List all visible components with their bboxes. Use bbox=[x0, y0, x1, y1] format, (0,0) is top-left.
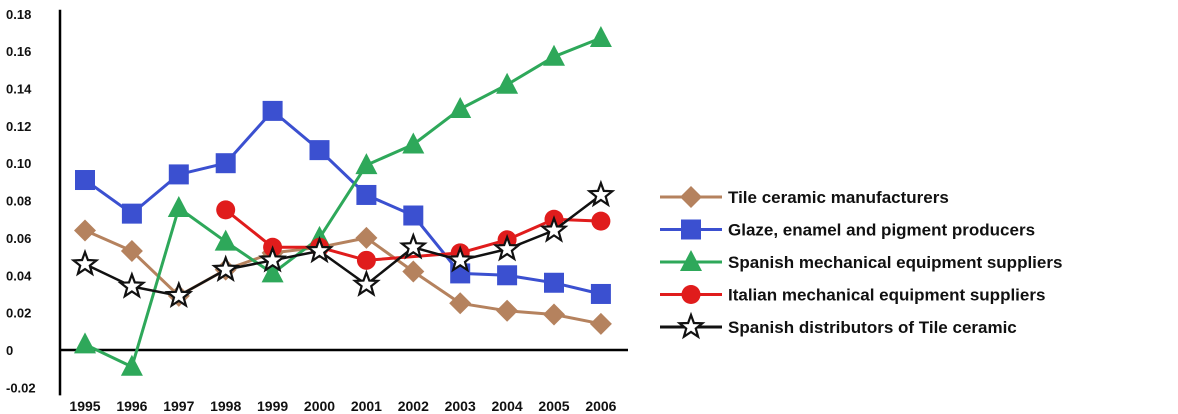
data-point bbox=[70, 248, 100, 277]
data-point bbox=[589, 312, 612, 335]
data-point bbox=[215, 153, 236, 174]
legend-item: Tile ceramic manufacturers bbox=[660, 186, 949, 208]
legend-label: Spanish distributors of Tile ceramic bbox=[728, 318, 1017, 337]
legend-label: Italian mechanical equipment suppliers bbox=[728, 286, 1045, 305]
data-point bbox=[403, 205, 424, 226]
data-point bbox=[216, 200, 236, 220]
data-point bbox=[309, 140, 330, 161]
x-tick-label: 1999 bbox=[257, 398, 288, 414]
x-tick-label: 2006 bbox=[585, 398, 616, 414]
data-point bbox=[167, 196, 190, 218]
data-point bbox=[355, 226, 378, 249]
data-point bbox=[120, 354, 143, 376]
data-point bbox=[402, 132, 425, 154]
y-tick-label: 0.10 bbox=[6, 156, 31, 171]
series-square bbox=[75, 100, 611, 304]
data-point bbox=[258, 245, 287, 273]
legend-marker bbox=[676, 311, 706, 340]
data-point bbox=[492, 233, 522, 262]
data-point bbox=[74, 332, 96, 354]
data-point bbox=[445, 245, 475, 273]
data-point bbox=[120, 239, 143, 262]
series-layer bbox=[70, 26, 616, 376]
y-tick-label: 0.02 bbox=[6, 306, 31, 321]
data-point bbox=[590, 283, 611, 304]
data-point bbox=[214, 229, 237, 251]
y-tick-label: 0.18 bbox=[6, 7, 31, 22]
data-point bbox=[355, 153, 378, 175]
legend: Tile ceramic manufacturers Glaze, enamel … bbox=[660, 186, 1062, 340]
axes: -0.02 0 0.02 0.04 0.06 0.08 0.10 0.12 0.14 0.16 0.… bbox=[6, 7, 628, 414]
legend-label: Spanish mechanical equipment suppliers bbox=[728, 253, 1062, 272]
x-tick-label: 2002 bbox=[398, 398, 429, 414]
data-point bbox=[589, 26, 612, 48]
x-tick-label: 1996 bbox=[116, 398, 147, 414]
data-point bbox=[449, 97, 472, 119]
y-tick-label: 0.04 bbox=[6, 268, 32, 283]
y-tick-label: 0 bbox=[6, 343, 13, 358]
series-triangle bbox=[74, 26, 612, 376]
data-point bbox=[544, 272, 564, 293]
legend-marker bbox=[681, 219, 701, 240]
legend-label: Tile ceramic manufacturers bbox=[728, 188, 949, 207]
legend-item: Italian mechanical equipment suppliers bbox=[660, 285, 1045, 305]
series-diamond bbox=[74, 219, 612, 335]
x-tick-label: 1998 bbox=[210, 398, 241, 414]
data-point bbox=[543, 303, 565, 326]
data-point bbox=[398, 232, 428, 260]
data-point bbox=[74, 219, 96, 242]
y-tick-label: -0.02 bbox=[6, 380, 36, 395]
data-point bbox=[356, 250, 376, 270]
series-star bbox=[70, 179, 616, 309]
x-tick-label: 1995 bbox=[69, 398, 100, 414]
data-point bbox=[168, 164, 189, 185]
legend-item: Spanish mechanical equipment suppliers bbox=[660, 250, 1062, 272]
data-point bbox=[261, 261, 284, 283]
data-point bbox=[211, 254, 241, 282]
data-point bbox=[352, 269, 381, 297]
y-tick-label: 0.06 bbox=[6, 231, 31, 246]
legend-item: Glaze, enamel and pigment producers bbox=[660, 219, 1035, 240]
data-point bbox=[164, 280, 194, 309]
legend-marker bbox=[680, 250, 702, 271]
y-tick-label: 0.12 bbox=[6, 119, 31, 134]
data-point bbox=[496, 299, 519, 322]
data-point bbox=[402, 260, 425, 283]
data-point bbox=[539, 215, 569, 243]
y-tick-label: 0.08 bbox=[6, 194, 31, 209]
data-point bbox=[121, 203, 142, 224]
data-point bbox=[543, 44, 565, 66]
legend-marker bbox=[681, 285, 701, 304]
data-point bbox=[496, 72, 519, 94]
x-tick-label: 2001 bbox=[351, 398, 382, 414]
data-point bbox=[305, 235, 334, 264]
data-point bbox=[591, 211, 611, 231]
x-tick-label: 2004 bbox=[492, 398, 523, 414]
y-tick-label: 0.14 bbox=[6, 81, 32, 96]
data-point bbox=[75, 170, 95, 191]
data-point bbox=[262, 100, 283, 121]
series-line bbox=[84, 36, 602, 369]
legend-item: Spanish distributors of Tile ceramic bbox=[660, 311, 1017, 340]
legend-marker bbox=[680, 186, 702, 208]
y-tick-label: 0.16 bbox=[6, 44, 31, 59]
x-tick-label: 2003 bbox=[445, 398, 476, 414]
data-point bbox=[449, 292, 472, 315]
data-point bbox=[356, 184, 377, 205]
legend-label: Glaze, enamel and pigment producers bbox=[728, 221, 1035, 240]
x-tick-label: 1997 bbox=[163, 398, 194, 414]
x-tick-label: 2000 bbox=[304, 398, 335, 414]
data-point bbox=[497, 265, 518, 286]
data-point bbox=[586, 179, 616, 208]
data-point bbox=[117, 271, 147, 299]
x-tick-label: 2005 bbox=[538, 398, 569, 414]
